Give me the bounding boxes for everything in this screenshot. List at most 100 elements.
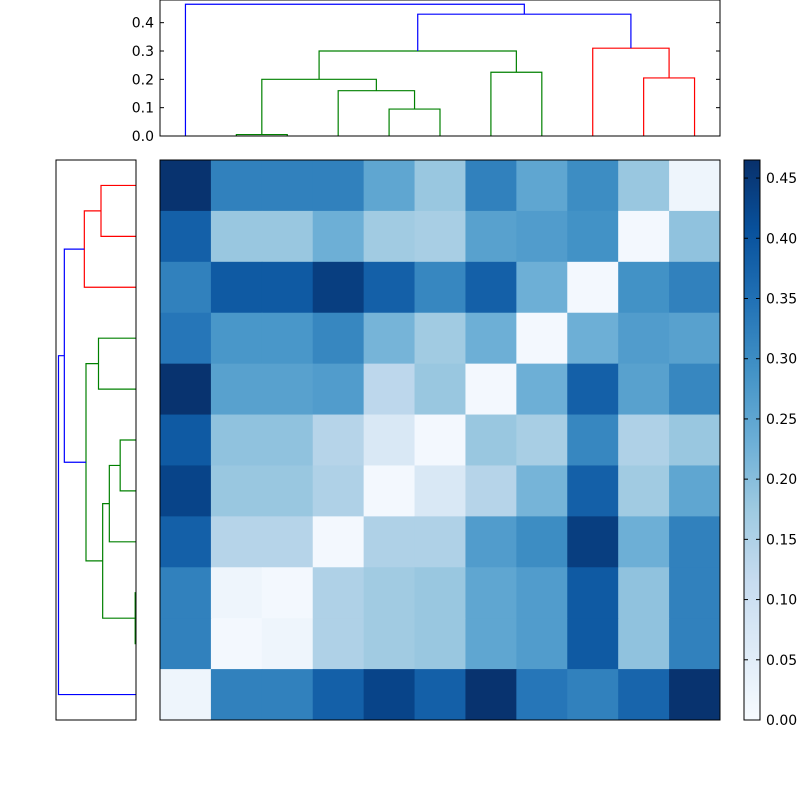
heatmap	[159, 159, 721, 721]
colorbar-tick-label: 0.05	[766, 653, 797, 669]
heatmap-cell-r8-c1	[210, 567, 263, 619]
heatmap-cell-r10-c6	[465, 669, 517, 721]
heatmap-cell-r8-c3	[312, 567, 365, 619]
heatmap-cell-r6-c8	[567, 465, 619, 517]
heatmap-cell-r1-c9	[618, 210, 670, 263]
colorbar: 0.00 0.05 0.10 0.15 0.20 0.25 0.30 0.35 0.40 0.45	[743, 159, 797, 729]
heatmap-cell-r10-c5	[414, 669, 466, 721]
heatmap-cell-r0-c5	[414, 160, 466, 212]
heatmap-cell-r6-c2	[261, 465, 314, 517]
top-y-tick-label: 0.0	[132, 129, 154, 145]
heatmap-cell-r2-c5	[414, 261, 466, 314]
heatmap-cell-r5-c3	[312, 414, 365, 466]
colorbar-ticks: 0.00 0.05 0.10 0.15 0.20 0.25 0.30 0.35 0.40 0.45	[744, 171, 797, 729]
heatmap-cell-r0-c2	[261, 160, 314, 212]
heatmap-cell-r9-c0	[160, 618, 212, 670]
heatmap-cell-r7-c2	[261, 516, 314, 568]
heatmap-cell-r2-c1	[210, 261, 263, 314]
heatmap-cell-r8-c7	[516, 567, 568, 619]
heatmap-cell-r10-c3	[312, 669, 365, 721]
heatmap-cell-r4-c6	[465, 363, 517, 416]
heatmap-cell-r5-c4	[363, 414, 416, 466]
heatmap-cell-r7-c0	[160, 516, 212, 568]
heatmap-cell-r10-c1	[210, 669, 263, 721]
colorbar-tick-label: 0.30	[766, 352, 797, 368]
heatmap-cell-r8-c9	[618, 567, 670, 619]
heatmap-cell-r9-c8	[567, 618, 619, 670]
heatmap-cell-r4-c8	[567, 363, 619, 416]
heatmap-cell-r8-c10	[669, 567, 721, 619]
heatmap-cell-r1-c10	[669, 210, 721, 263]
heatmap-cell-r1-c3	[312, 210, 365, 263]
heatmap-cell-r2-c0	[160, 261, 212, 314]
heatmap-cell-r2-c2	[261, 261, 314, 314]
heatmap-cell-r5-c0	[160, 414, 212, 466]
heatmap-cell-r3-c10	[669, 312, 721, 365]
heatmap-frame	[159, 159, 721, 721]
heatmap-cell-r0-c9	[618, 160, 670, 212]
heatmap-cell-r9-c7	[516, 618, 568, 670]
heatmap-cell-r7-c1	[210, 516, 263, 568]
heatmap-cell-r8-c6	[465, 567, 517, 619]
heatmap-cell-r1-c8	[567, 210, 619, 263]
heatmap-cell-r2-c8	[567, 261, 619, 314]
heatmap-cell-r7-c7	[516, 516, 568, 568]
heatmap-cell-r5-c6	[465, 414, 517, 466]
heatmap-cell-r3-c2	[261, 312, 314, 365]
heatmap-cell-r9-c9	[618, 618, 670, 670]
heatmap-cell-r2-c7	[516, 261, 568, 314]
colorbar-tick-label: 0.40	[766, 231, 797, 247]
heatmap-cell-r2-c3	[312, 261, 365, 314]
heatmap-cell-r10-c0	[160, 669, 212, 721]
heatmap-cell-r7-c10	[669, 516, 721, 568]
top-dendrogram-link-9	[184, 3, 525, 136]
heatmap-cell-r3-c9	[618, 312, 670, 365]
heatmap-cell-r1-c4	[363, 210, 416, 263]
heatmap-cell-r7-c3	[312, 516, 365, 568]
heatmap-cell-r6-c4	[363, 465, 416, 517]
heatmap-cell-r1-c5	[414, 210, 466, 263]
heatmap-cell-r0-c7	[516, 160, 568, 212]
left-dendrogram-frame	[55, 159, 137, 721]
heatmap-cell-r6-c6	[465, 465, 517, 517]
heatmap-cell-r1-c1	[210, 210, 263, 263]
colorbar-tick-label: 0.25	[766, 412, 797, 428]
heatmap-cell-r7-c8	[567, 516, 619, 568]
heatmap-cell-r7-c6	[465, 516, 517, 568]
heatmap-cell-r5-c1	[210, 414, 263, 466]
heatmap-cell-r10-c2	[261, 669, 314, 721]
heatmap-cell-r6-c3	[312, 465, 365, 517]
heatmap-cell-r0-c1	[210, 160, 263, 212]
heatmap-cell-r0-c0	[160, 160, 212, 212]
heatmap-cell-r5-c10	[669, 414, 721, 466]
left-dendrogram-links	[57, 184, 136, 696]
heatmap-cell-r0-c10	[669, 160, 721, 212]
top-dendrogram-frame	[159, 0, 721, 137]
heatmap-cell-r3-c7	[516, 312, 568, 365]
heatmap-cells	[160, 160, 721, 721]
heatmap-cell-r8-c5	[414, 567, 466, 619]
left-dendrogram-link-9	[57, 355, 136, 696]
colorbar-tick-label: 0.35	[766, 291, 797, 307]
heatmap-cell-r4-c3	[312, 363, 365, 416]
top-y-tick-label: 0.3	[132, 44, 154, 60]
heatmap-cell-r0-c4	[363, 160, 416, 212]
heatmap-cell-r3-c5	[414, 312, 466, 365]
heatmap-cell-r8-c8	[567, 567, 619, 619]
heatmap-cell-r2-c4	[363, 261, 416, 314]
colorbar-tick-label: 0.10	[766, 593, 797, 609]
heatmap-cell-r2-c10	[669, 261, 721, 314]
heatmap-cell-r10-c8	[567, 669, 619, 721]
heatmap-cell-r1-c0	[160, 210, 212, 263]
heatmap-cell-r3-c0	[160, 312, 212, 365]
heatmap-cell-r5-c7	[516, 414, 568, 466]
top-dendrogram-y-ticks: 0.0 0.1 0.2 0.3 0.4	[132, 16, 720, 145]
heatmap-cell-r8-c4	[363, 567, 416, 619]
colorbar-tick-label: 0.00	[766, 713, 797, 729]
heatmap-cell-r1-c2	[261, 210, 314, 263]
heatmap-cell-r7-c4	[363, 516, 416, 568]
heatmap-cell-r9-c4	[363, 618, 416, 670]
heatmap-cell-r3-c3	[312, 312, 365, 365]
heatmap-cell-r6-c10	[669, 465, 721, 517]
